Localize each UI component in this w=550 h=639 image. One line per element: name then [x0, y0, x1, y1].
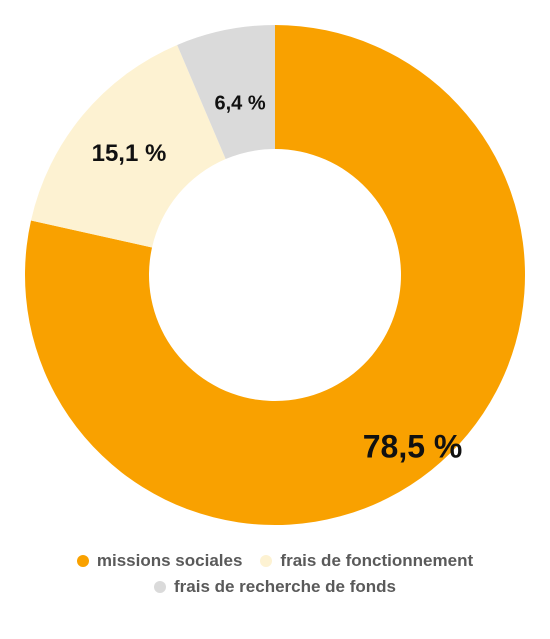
- legend-label-frais-de-recherche-de-fonds: frais de recherche de fonds: [173, 577, 397, 596]
- slice-missions-sociales: [24, 25, 525, 526]
- slice-label-frais-de-recherche-de-fonds: 6,4 %: [214, 93, 265, 115]
- legend-label-frais-de-fonctionnement: frais de fonctionnement: [280, 551, 474, 570]
- slice-labels: 78,5 % 15,1 % 6,4 %: [92, 93, 463, 465]
- legend-item-frais-de-fonctionnement: frais de fonctionnement: [260, 551, 473, 571]
- donut-slices: [24, 25, 525, 526]
- legend-item-frais-de-recherche-de-fonds: frais de recherche de fonds: [153, 577, 397, 597]
- slice-frais-de-recherche-de-fonds: [177, 25, 275, 160]
- legend-swatch-missions-sociales: [76, 555, 89, 567]
- legend-item-missions-sociales: missions sociales: [76, 551, 243, 571]
- legend-row-1: missions sociales frais de fonctionnemen…: [0, 548, 550, 574]
- slice-frais-de-fonctionnement: [31, 44, 226, 248]
- slice-label-frais-de-fonctionnement: 15,1 %: [92, 140, 167, 167]
- legend-row-2: frais de recherche de fonds: [0, 574, 550, 600]
- legend-label-missions-sociales: missions sociales: [96, 551, 243, 570]
- legend-swatch-frais-de-recherche-de-fonds: [153, 581, 166, 593]
- legend-swatch-frais-de-fonctionnement: [260, 555, 273, 567]
- legend: missions sociales frais de fonctionnemen…: [0, 548, 550, 600]
- donut-chart: 78,5 % 15,1 % 6,4 %: [24, 25, 525, 526]
- slice-label-missions-sociales: 78,5 %: [363, 429, 463, 465]
